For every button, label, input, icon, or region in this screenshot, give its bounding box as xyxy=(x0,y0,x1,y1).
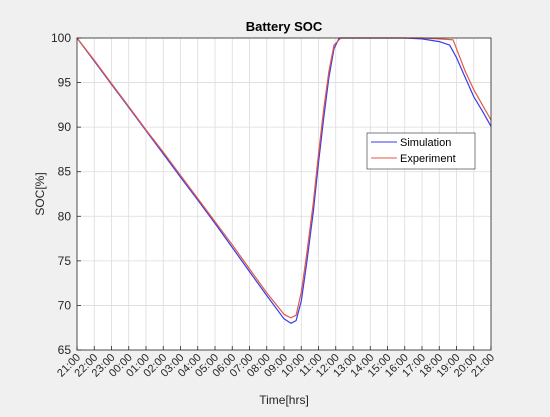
series-line-experiment xyxy=(76,37,492,319)
y-tick-label: 75 xyxy=(58,254,72,268)
legend: Simulation Experiment xyxy=(366,132,476,170)
legend-entry-experiment: Experiment xyxy=(400,153,456,165)
y-tick-label: 85 xyxy=(58,165,72,179)
y-tick-label: 90 xyxy=(58,120,72,134)
legend-box xyxy=(366,132,476,170)
y-tick-label: 100 xyxy=(51,31,71,45)
y-axis-label: SOC[%] xyxy=(33,172,47,215)
legend-entry-simulation: Simulation xyxy=(400,137,451,149)
series-line-simulation xyxy=(76,37,492,324)
chart-title: Battery SOC xyxy=(246,19,323,34)
series-layer xyxy=(76,37,492,324)
y-tick-label: 70 xyxy=(58,298,72,312)
y-tick-label: 80 xyxy=(58,209,72,223)
y-tick-label: 65 xyxy=(58,343,72,357)
y-tick-label: 95 xyxy=(58,76,72,90)
x-axis-label: Time[hrs] xyxy=(259,393,309,407)
